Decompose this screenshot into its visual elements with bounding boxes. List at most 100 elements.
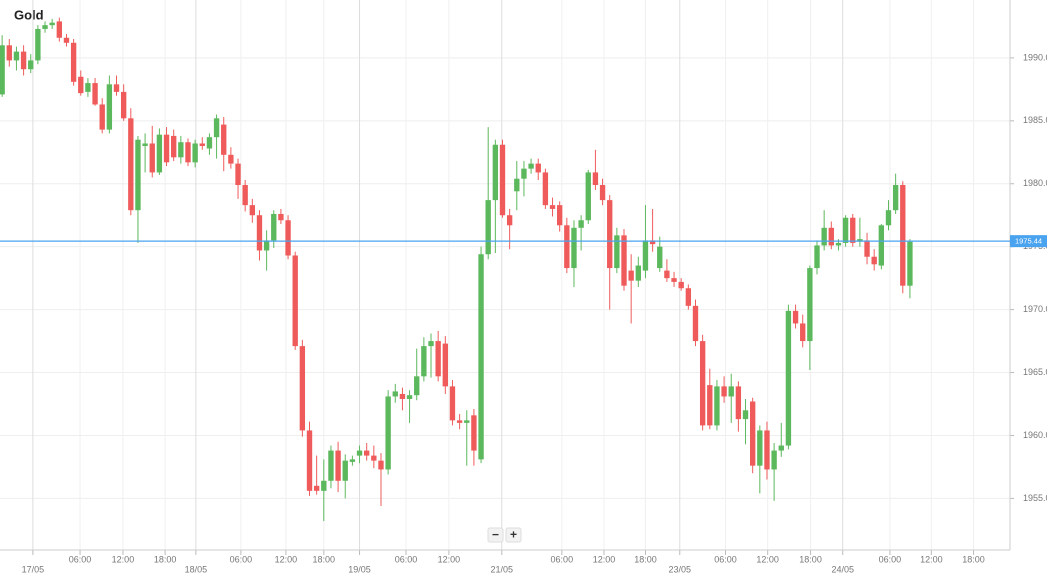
- candle-body: [456, 420, 463, 423]
- candle-body: [592, 172, 599, 186]
- candle-body: [642, 240, 649, 271]
- last-price-box: [1010, 235, 1047, 248]
- candle-body: [128, 118, 134, 211]
- candle-body: [614, 235, 620, 269]
- candle-body: [106, 84, 113, 130]
- candle-body: [406, 395, 413, 399]
- candle-body: [199, 143, 205, 146]
- candle-body: [99, 104, 105, 130]
- candle-body: [414, 376, 420, 396]
- candle-body: [757, 430, 763, 466]
- candle-body: [442, 343, 448, 387]
- candle-body: [571, 227, 577, 269]
- candle-body: [814, 245, 820, 269]
- candle-body: [335, 450, 341, 481]
- candle-body: [213, 118, 220, 138]
- candle-body: [85, 83, 91, 92]
- candle-body: [692, 305, 699, 342]
- x-tick-label: 12:00: [112, 554, 135, 564]
- candle-body: [242, 185, 248, 206]
- x-tick-label: 06:00: [879, 554, 902, 564]
- candle-body: [435, 341, 441, 377]
- y-tick-label: 1960.00: [1023, 430, 1047, 440]
- x-tick-label: 06:00: [714, 554, 737, 564]
- candle-body: [299, 346, 306, 431]
- candle-body: [256, 215, 263, 251]
- candle-body: [792, 310, 799, 324]
- candle-body: [742, 410, 749, 420]
- chart-title: Gold: [14, 7, 44, 22]
- candle-body: [871, 256, 877, 265]
- y-tick-label: 1990.00: [1023, 52, 1047, 62]
- x-tick-label: 12:00: [593, 554, 616, 564]
- candle-body: [371, 455, 377, 461]
- candle-body: [6, 45, 12, 61]
- zoom-button-label[interactable]: −: [492, 528, 499, 542]
- candle-body: [385, 396, 391, 470]
- candle-body: [306, 430, 313, 491]
- x-tick-label: 06:00: [230, 554, 253, 564]
- candle-body: [621, 235, 627, 286]
- candle-body: [278, 213, 284, 221]
- candle-body: [263, 240, 270, 251]
- candle-body: [506, 215, 513, 226]
- candle-body: [399, 393, 406, 399]
- candle-body: [156, 134, 163, 173]
- candle-body: [20, 51, 27, 70]
- x-tick-label: 12:00: [920, 554, 943, 564]
- candle-body: [671, 278, 677, 282]
- x-tick-label: 12:00: [275, 554, 298, 564]
- candle-body: [313, 485, 320, 491]
- candle-body: [35, 28, 41, 61]
- candle-body: [649, 240, 656, 245]
- candle-body: [392, 391, 398, 397]
- candle-body: [478, 254, 484, 460]
- candle-body: [428, 341, 434, 347]
- candle-body: [778, 445, 784, 451]
- candle-body: [499, 144, 506, 216]
- candle-body: [113, 84, 120, 92]
- candle-body: [542, 172, 549, 206]
- candle-body: [28, 60, 34, 70]
- x-tick-label: 21/05: [491, 564, 514, 574]
- candle-body: [356, 450, 363, 456]
- candle-body: [800, 323, 806, 342]
- candle-body: [885, 210, 892, 226]
- y-tick-label: 1970.00: [1023, 304, 1047, 314]
- candle-body: [449, 386, 456, 421]
- candle-body: [628, 270, 634, 281]
- x-tick-label: 18:00: [962, 554, 985, 564]
- candle-body: [664, 270, 670, 279]
- candle-body: [163, 134, 170, 163]
- candle-body: [578, 220, 584, 228]
- candle-body: [521, 168, 527, 179]
- candle-body: [56, 21, 63, 38]
- candle-body: [135, 139, 141, 211]
- candle-body: [171, 135, 177, 158]
- zoom-button-label[interactable]: +: [510, 528, 517, 542]
- candle-body: [549, 205, 556, 209]
- candle-body: [471, 415, 477, 451]
- candle-body: [735, 386, 742, 420]
- candle-body: [707, 385, 713, 426]
- candle-body: [349, 459, 356, 462]
- candle-body: [149, 143, 155, 173]
- candle-body: [907, 241, 913, 286]
- candle-body: [764, 430, 770, 470]
- last-price-label: 1975.44: [1015, 237, 1042, 246]
- candle-body: [864, 240, 870, 257]
- candle-body: [850, 217, 856, 243]
- candle-body: [285, 220, 291, 256]
- candle-body: [878, 225, 885, 266]
- candle-body: [292, 255, 298, 347]
- x-tick-label: 24/05: [831, 564, 854, 574]
- zoom-button[interactable]: [505, 527, 522, 543]
- candle-body: [0, 45, 5, 95]
- candle-body: [599, 185, 606, 201]
- candle-body: [842, 217, 849, 243]
- x-tick-label: 17/05: [22, 564, 45, 574]
- candle-body: [721, 386, 727, 397]
- zoom-button[interactable]: [487, 527, 504, 543]
- candle-body: [206, 137, 213, 149]
